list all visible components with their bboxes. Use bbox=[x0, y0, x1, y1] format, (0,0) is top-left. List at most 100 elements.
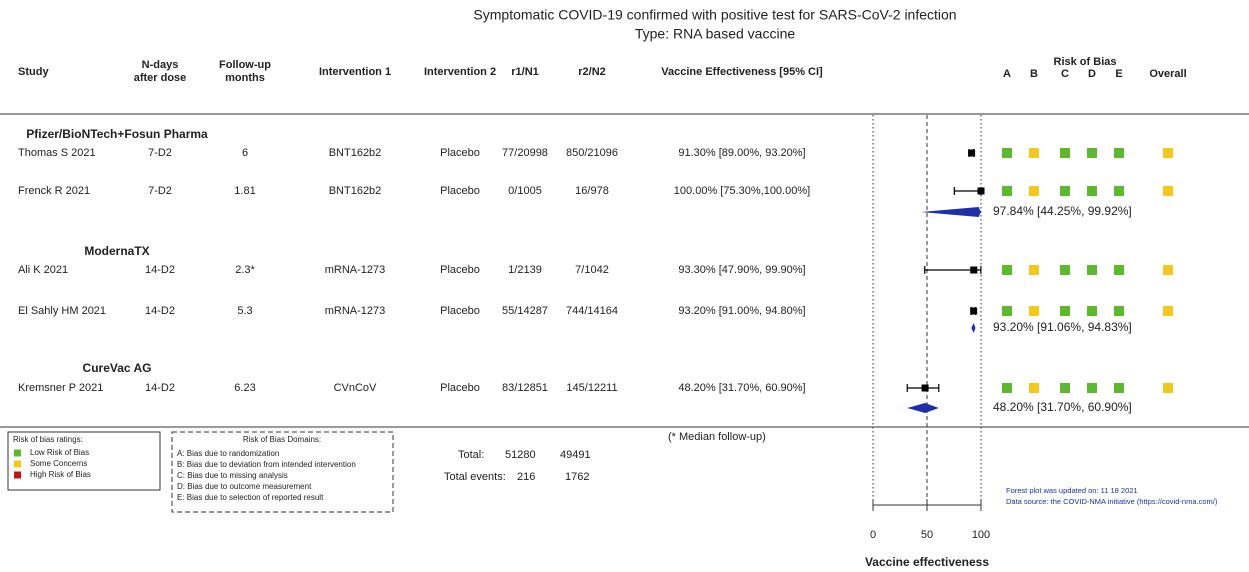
pooled-diamond bbox=[971, 323, 976, 333]
effect-square bbox=[968, 149, 976, 157]
cell: mRNA-1273 bbox=[325, 264, 386, 276]
cell: 77/20998 bbox=[502, 147, 548, 159]
cell: 48.20% [31.70%, 60.90%] bbox=[678, 382, 805, 394]
source-note: Data source: the COVID-NMA initiative (h… bbox=[1006, 497, 1218, 506]
group-name: ModernaTX bbox=[84, 244, 149, 258]
cell: 83/12851 bbox=[502, 382, 548, 394]
rob-column-header: A bbox=[1003, 68, 1011, 80]
cell: 16/978 bbox=[575, 185, 609, 197]
effect-square bbox=[921, 384, 929, 392]
cell: 1.81 bbox=[234, 185, 255, 197]
cell: 850/21096 bbox=[566, 147, 618, 159]
rob-square bbox=[1029, 383, 1039, 393]
domain-item: A: Bias due to randomization bbox=[177, 449, 279, 458]
rob-square bbox=[1114, 186, 1124, 196]
cell: CVnCoV bbox=[334, 382, 377, 394]
cell: BNT162b2 bbox=[329, 185, 382, 197]
rob-square bbox=[1060, 186, 1070, 196]
rob-square bbox=[1163, 265, 1173, 275]
group-name: Pfizer/BioNTech+Fosun Pharma bbox=[26, 127, 208, 141]
rob-title: Risk of Bias bbox=[1054, 56, 1117, 68]
legend-swatch bbox=[14, 471, 21, 479]
rob-square bbox=[1002, 148, 1012, 158]
domain-item: D: Bias due to outcome measurement bbox=[177, 482, 312, 491]
cell: Placebo bbox=[440, 382, 480, 394]
cell: 93.20% [91.00%, 94.80%] bbox=[678, 305, 805, 317]
domain-item: C: Bias due to missing analysis bbox=[177, 471, 288, 480]
cell: 55/14287 bbox=[502, 305, 548, 317]
pooled-label: 97.84% [44.25%, 99.92%] bbox=[993, 204, 1132, 218]
effect-square bbox=[977, 187, 985, 195]
rob-square bbox=[1002, 383, 1012, 393]
total-label: Total events: bbox=[444, 471, 506, 483]
column-header: Intervention 2 bbox=[424, 66, 496, 78]
cell: 14-D2 bbox=[145, 264, 175, 276]
note: (* Median follow-up) bbox=[668, 431, 766, 443]
cell: 145/12211 bbox=[566, 382, 617, 394]
cell: 744/14164 bbox=[566, 305, 618, 317]
cell: 93.30% [47.90%, 99.90%] bbox=[678, 264, 805, 276]
rob-square bbox=[1087, 265, 1097, 275]
rob-column-header: C bbox=[1061, 68, 1069, 80]
column-header: r2/N2 bbox=[578, 66, 606, 78]
pooled-diamond bbox=[907, 403, 939, 413]
column-header: Intervention 1 bbox=[319, 66, 391, 78]
total-label: Total: bbox=[458, 449, 484, 461]
rob-square bbox=[1163, 148, 1173, 158]
rob-column-header: Overall bbox=[1149, 68, 1186, 80]
x-tick-label: 50 bbox=[921, 529, 933, 541]
rob-column-header: B bbox=[1030, 68, 1038, 80]
rob-square bbox=[1087, 306, 1097, 316]
column-header: Vaccine Effectiveness [95% CI] bbox=[661, 66, 823, 78]
cell: 7/1042 bbox=[575, 264, 609, 276]
cell: El Sahly HM 2021 bbox=[18, 305, 106, 317]
rob-square bbox=[1163, 186, 1173, 196]
legend-swatch bbox=[14, 460, 21, 468]
column-header: r1/N1 bbox=[511, 66, 539, 78]
rob-square bbox=[1060, 306, 1070, 316]
cell: Thomas S 2021 bbox=[18, 147, 96, 159]
rob-square bbox=[1029, 265, 1039, 275]
effect-square bbox=[970, 266, 978, 274]
rob-square bbox=[1060, 148, 1070, 158]
rob-square bbox=[1029, 306, 1039, 316]
column-header: Follow-up months bbox=[219, 59, 271, 84]
rob-square bbox=[1163, 306, 1173, 316]
cell: 7-D2 bbox=[148, 185, 172, 197]
group-name: CureVac AG bbox=[83, 361, 152, 375]
cell: 1/2139 bbox=[508, 264, 542, 276]
cell: 5.3 bbox=[237, 305, 252, 317]
cell: 2.3* bbox=[235, 264, 255, 276]
total-value: 49491 bbox=[560, 449, 591, 461]
effect-square bbox=[970, 307, 978, 315]
pooled-label: 48.20% [31.70%, 60.90%] bbox=[993, 400, 1132, 414]
rob-square bbox=[1002, 306, 1012, 316]
pooled-label: 93.20% [91.06%, 94.83%] bbox=[993, 320, 1132, 334]
rob-legend-title: Risk of bias ratings: bbox=[13, 435, 83, 444]
total-value: 1762 bbox=[565, 471, 589, 483]
rob-square bbox=[1002, 265, 1012, 275]
domain-item: B: Bias due to deviation from intended i… bbox=[177, 460, 356, 469]
cell: Placebo bbox=[440, 185, 480, 197]
cell: 100.00% [75.30%,100.00%] bbox=[674, 185, 810, 197]
rob-square bbox=[1114, 383, 1124, 393]
rob-square bbox=[1002, 186, 1012, 196]
rob-legend-box bbox=[7, 431, 161, 491]
cell: 7-D2 bbox=[148, 147, 172, 159]
domain-item: E: Bias due to selection of reported res… bbox=[177, 493, 324, 502]
cell: 6.23 bbox=[234, 382, 255, 394]
rob-square bbox=[1087, 148, 1097, 158]
cell: 6 bbox=[242, 147, 248, 159]
cell: 14-D2 bbox=[145, 382, 175, 394]
cell: 14-D2 bbox=[145, 305, 175, 317]
domains-box bbox=[171, 431, 394, 513]
rob-square bbox=[1114, 265, 1124, 275]
column-header: N-days after dose bbox=[134, 59, 187, 84]
total-value: 51280 bbox=[505, 449, 536, 461]
cell: Placebo bbox=[440, 305, 480, 317]
column-header: Study bbox=[18, 66, 49, 78]
domains-title: Risk of Bias Domains: bbox=[243, 435, 321, 444]
rob-square bbox=[1087, 383, 1097, 393]
chart-subtitle: Type: RNA based vaccine bbox=[635, 26, 796, 42]
